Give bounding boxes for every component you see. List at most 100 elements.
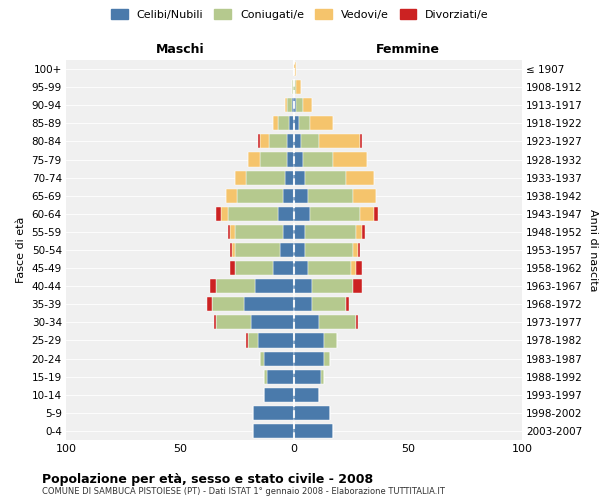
Bar	[301, 134, 319, 148]
Bar	[294, 188, 308, 203]
Bar	[228, 225, 230, 239]
Bar	[265, 370, 266, 384]
Bar	[287, 152, 294, 166]
Bar	[260, 152, 287, 166]
Bar	[305, 170, 346, 184]
Bar	[303, 98, 312, 112]
Bar	[312, 297, 346, 312]
Bar	[294, 279, 312, 293]
Bar	[230, 261, 235, 275]
Bar	[255, 279, 294, 293]
Bar	[274, 261, 294, 275]
Bar	[294, 225, 305, 239]
Bar	[310, 207, 360, 221]
Bar	[333, 152, 367, 166]
Bar	[294, 152, 303, 166]
Bar	[260, 134, 269, 148]
Bar	[221, 207, 228, 221]
Legend: Celibi/Nubili, Coniugati/e, Vedovi/e, Divorziati/e: Celibi/Nubili, Coniugati/e, Vedovi/e, Di…	[108, 6, 492, 23]
Bar	[294, 116, 299, 130]
Bar	[310, 116, 333, 130]
Bar	[287, 98, 292, 112]
Bar	[226, 188, 237, 203]
Bar	[260, 352, 265, 366]
Bar	[265, 352, 294, 366]
Bar	[305, 225, 356, 239]
Bar	[280, 243, 294, 257]
Bar	[294, 62, 296, 76]
Bar	[244, 297, 294, 312]
Bar	[287, 134, 294, 148]
Bar	[265, 388, 294, 402]
Bar	[294, 243, 305, 257]
Bar	[312, 279, 353, 293]
Bar	[319, 316, 356, 330]
Bar	[235, 225, 283, 239]
Bar	[308, 188, 353, 203]
Bar	[212, 297, 244, 312]
Y-axis label: Fasce di età: Fasce di età	[16, 217, 26, 283]
Bar	[358, 243, 360, 257]
Bar	[351, 261, 356, 275]
Bar	[294, 352, 323, 366]
Bar	[209, 279, 217, 293]
Bar	[296, 98, 303, 112]
Bar	[248, 334, 257, 347]
Bar	[294, 207, 310, 221]
Y-axis label: Anni di nascita: Anni di nascita	[589, 209, 598, 291]
Bar	[253, 424, 294, 438]
Bar	[285, 170, 294, 184]
Bar	[322, 370, 323, 384]
Bar	[294, 134, 301, 148]
Bar	[285, 98, 287, 112]
Bar	[269, 134, 287, 148]
Bar	[294, 297, 312, 312]
Text: COMUNE DI SAMBUCA PISTOIESE (PT) - Dati ISTAT 1° gennaio 2008 - Elaborazione TUT: COMUNE DI SAMBUCA PISTOIESE (PT) - Dati …	[42, 488, 445, 496]
Bar	[292, 98, 294, 112]
Bar	[278, 116, 289, 130]
Bar	[208, 297, 212, 312]
Bar	[356, 261, 362, 275]
Bar	[294, 406, 331, 420]
Bar	[246, 334, 248, 347]
Text: Maschi: Maschi	[155, 44, 205, 57]
Bar	[217, 316, 251, 330]
Bar	[360, 207, 374, 221]
Text: Popolazione per età, sesso e stato civile - 2008: Popolazione per età, sesso e stato civil…	[42, 472, 373, 486]
Bar	[257, 134, 260, 148]
Bar	[308, 261, 351, 275]
Bar	[274, 116, 278, 130]
Bar	[360, 134, 362, 148]
Bar	[251, 316, 294, 330]
Bar	[296, 80, 301, 94]
Bar	[292, 80, 294, 94]
Bar	[246, 170, 285, 184]
Bar	[362, 225, 365, 239]
Bar	[232, 243, 235, 257]
Bar	[228, 207, 278, 221]
Bar	[353, 279, 362, 293]
Bar	[237, 188, 283, 203]
Bar	[294, 98, 296, 112]
Bar	[299, 116, 310, 130]
Bar	[217, 207, 221, 221]
Bar	[294, 170, 305, 184]
Bar	[294, 80, 296, 94]
Bar	[346, 170, 374, 184]
Bar	[230, 243, 232, 257]
Bar	[353, 188, 376, 203]
Bar	[217, 279, 255, 293]
Bar	[294, 370, 322, 384]
Bar	[283, 225, 294, 239]
Bar	[289, 116, 294, 130]
Bar	[323, 334, 337, 347]
Bar	[356, 316, 358, 330]
Bar	[294, 261, 308, 275]
Bar	[346, 297, 349, 312]
Bar	[294, 316, 319, 330]
Bar	[253, 406, 294, 420]
Bar	[235, 243, 280, 257]
Text: Femmine: Femmine	[376, 44, 440, 57]
Bar	[294, 388, 319, 402]
Bar	[356, 225, 362, 239]
